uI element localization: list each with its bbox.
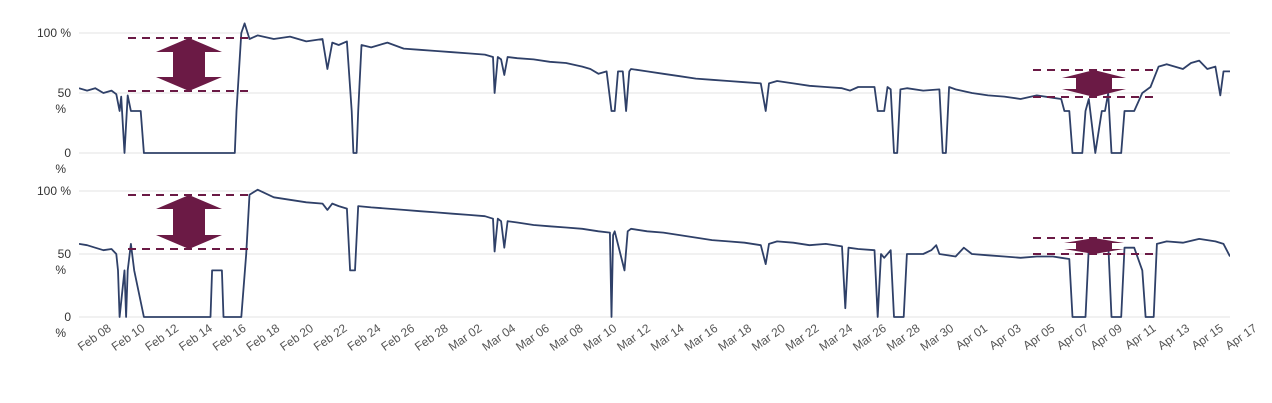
bottom-right-range-annotation — [1033, 237, 1153, 255]
x-tick-label: Mar 14 — [648, 321, 687, 354]
x-tick-label: Feb 14 — [176, 321, 215, 354]
top-y-axis: 100 % 50 % 0% — [37, 26, 71, 176]
x-tick-label: Feb 08 — [75, 321, 114, 354]
bottom-series — [79, 188, 1230, 318]
y-tick-label: 50% — [55, 86, 71, 116]
double-arrow-icon — [156, 195, 222, 249]
bottom-gridlines — [79, 190, 1230, 318]
top-gridlines — [79, 32, 1230, 154]
x-tick-label: Mar 18 — [715, 321, 754, 354]
x-tick-label: Mar 28 — [884, 321, 923, 354]
bottom-left-range-annotation — [128, 194, 248, 250]
x-tick-label: Feb 10 — [109, 321, 148, 354]
x-tick-label: Apr 03 — [987, 321, 1024, 353]
x-tick-label: Mar 20 — [749, 321, 788, 354]
x-tick-label: Apr 17 — [1223, 321, 1260, 353]
x-tick-label: Mar 24 — [816, 321, 855, 354]
x-tick-label: Feb 16 — [210, 321, 249, 354]
x-tick-label: Feb 24 — [345, 321, 384, 354]
double-arrow-icon — [1062, 70, 1126, 97]
x-tick-label: Feb 26 — [378, 321, 417, 354]
x-tick-label: Mar 10 — [581, 321, 620, 354]
x-tick-label: Feb 20 — [277, 321, 316, 354]
top-left-range-annotation — [128, 37, 248, 92]
y-tick-label: 100 % — [37, 184, 71, 198]
x-tick-label: Mar 26 — [850, 321, 889, 354]
x-tick-label: Apr 15 — [1189, 321, 1226, 353]
bottom-y-axis: 100 % 50 % 0% — [37, 184, 71, 340]
x-tick-label: Mar 02 — [446, 321, 485, 354]
x-tick-label: Apr 13 — [1155, 321, 1192, 353]
x-tick-label: Mar 22 — [783, 321, 822, 354]
y-tick-label: 0% — [55, 310, 71, 340]
x-tick-label: Apr 01 — [953, 321, 990, 353]
x-tick-label: Apr 07 — [1054, 321, 1091, 353]
x-tick-label: Mar 04 — [479, 321, 518, 354]
top-panel: 100 % 50 % 0% — [37, 22, 1230, 176]
double-arrow-icon — [1064, 238, 1124, 254]
x-tick-label: Mar 16 — [682, 321, 721, 354]
y-tick-label: 50% — [55, 247, 71, 277]
x-tick-label: Apr 05 — [1020, 321, 1057, 353]
x-tick-label: Mar 08 — [547, 321, 586, 354]
x-tick-label: Apr 09 — [1088, 321, 1125, 353]
series-line — [79, 188, 1230, 318]
double-arrow-icon — [156, 38, 222, 91]
x-tick-label: Mar 06 — [513, 321, 552, 354]
x-tick-label: Apr 11 — [1122, 321, 1159, 352]
x-tick-label: Feb 28 — [412, 321, 451, 354]
x-tick-label: Mar 30 — [918, 321, 957, 354]
x-tick-label: Mar 12 — [614, 321, 653, 354]
bottom-panel: 100 % 50 % 0% — [37, 184, 1230, 340]
y-tick-label: 0% — [55, 146, 71, 176]
x-tick-label: Feb 12 — [142, 321, 181, 354]
y-tick-label: 100 % — [37, 26, 71, 40]
x-tick-label: Feb 22 — [311, 321, 350, 354]
series-line — [79, 22, 1230, 154]
x-tick-label: Feb 18 — [244, 321, 283, 354]
top-right-range-annotation — [1033, 69, 1153, 98]
top-series — [79, 22, 1230, 154]
